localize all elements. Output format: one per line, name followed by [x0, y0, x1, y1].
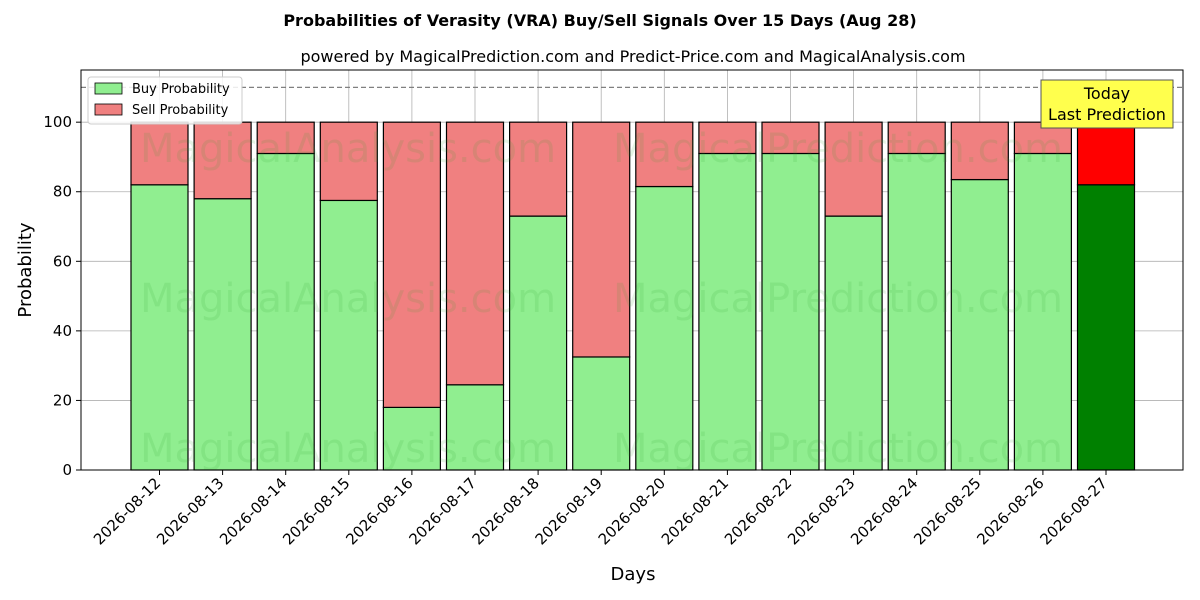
watermark-analysis: MagicalAnalysis.com: [140, 276, 556, 322]
sell-bar: [698, 121, 757, 155]
buy-bar: [1076, 184, 1136, 471]
watermark-prediction: MagicalPrediction.com: [613, 126, 1063, 172]
watermark-prediction: MagicalPrediction.com: [613, 426, 1063, 472]
buy-bar: [509, 215, 568, 471]
sell-bar: [572, 121, 631, 358]
annotation-line-today: Today: [1083, 84, 1130, 103]
x-tick-label: 2026-08-24: [847, 474, 921, 548]
x-tick-label: 2026-08-14: [216, 474, 290, 548]
x-tick-label: 2026-08-21: [658, 474, 732, 548]
buy-bar: [382, 406, 441, 471]
buy-bar: [319, 199, 378, 471]
sell-bar: [761, 121, 820, 155]
bars-group: [130, 121, 1136, 471]
x-axis-ticks: 2026-08-122026-08-132026-08-142026-08-15…: [90, 470, 1111, 548]
buy-bar: [824, 215, 883, 471]
y-axis-label: Probability: [15, 222, 36, 317]
y-tick-label: 80: [53, 183, 72, 201]
x-tick-label: 2026-08-25: [910, 474, 984, 548]
buy-bar: [256, 152, 315, 471]
buy-bar: [193, 198, 252, 471]
y-tick-label: 0: [62, 461, 72, 479]
plot-frame: [80, 69, 1184, 471]
legend-sell-swatch: [94, 103, 123, 116]
sell-bar: [824, 121, 883, 217]
watermark-analysis: MagicalAnalysis.com: [140, 126, 556, 172]
y-tick-label: 20: [53, 391, 72, 409]
annotation-line-last-prediction: Last Prediction: [1048, 105, 1166, 124]
x-tick-label: 2026-08-26: [973, 474, 1047, 548]
x-tick-label: 2026-08-18: [469, 474, 543, 548]
chart-subtitle: powered by MagicalPrediction.com and Pre…: [300, 47, 965, 66]
watermark-prediction: MagicalPrediction.com: [613, 276, 1063, 322]
y-tick-label: 100: [43, 113, 72, 131]
y-axis-ticks: 0 20 40 60 80 100: [43, 113, 81, 479]
legend-buy-label: Buy Probability: [132, 82, 230, 97]
x-tick-label: 2026-08-16: [342, 474, 416, 548]
sell-bar: [382, 121, 441, 408]
buy-bar: [445, 384, 505, 471]
sell-bar: [319, 121, 378, 202]
today-annotation: Today Last Prediction: [1040, 79, 1174, 129]
x-tick-label: 2026-08-23: [784, 474, 858, 548]
x-tick-label: 2026-08-15: [279, 474, 353, 548]
legend-box: [87, 76, 243, 125]
x-tick-label: 2026-08-12: [90, 474, 164, 548]
buy-bar: [635, 185, 694, 471]
sell-bar: [256, 121, 315, 155]
y-tick-label: 60: [53, 252, 72, 270]
legend-sell-label: Sell Probability: [132, 103, 229, 118]
x-tick-label: 2026-08-27: [1036, 474, 1110, 548]
sell-bar: [509, 121, 568, 217]
annotation-box: [1040, 79, 1174, 129]
chart-title: Probabilities of Verasity (VRA) Buy/Sell…: [283, 11, 916, 30]
watermarks-group: MagicalAnalysis.com MagicalPrediction.com…: [140, 126, 1063, 472]
x-tick-label: 2026-08-13: [153, 474, 227, 548]
sell-bar: [887, 121, 946, 155]
x-tick-label: 2026-08-17: [405, 474, 479, 548]
buy-bar: [572, 356, 631, 471]
buy-bar: [887, 152, 946, 471]
x-tick-label: 2026-08-20: [595, 474, 669, 548]
sell-bar: [1076, 121, 1136, 186]
buy-bar: [761, 152, 820, 471]
legend: Buy Probability Sell Probability: [87, 76, 243, 125]
x-tick-label: 2026-08-19: [532, 474, 606, 548]
sell-bar: [445, 121, 505, 386]
buy-bar: [698, 152, 757, 471]
sell-bar: [635, 121, 694, 188]
watermark-analysis: MagicalAnalysis.com: [140, 426, 556, 472]
y-tick-label: 40: [53, 322, 72, 340]
sell-bar: [950, 121, 1009, 181]
legend-buy-swatch: [94, 82, 123, 95]
x-tick-label: 2026-08-22: [721, 474, 795, 548]
x-axis-label: Days: [611, 564, 656, 585]
